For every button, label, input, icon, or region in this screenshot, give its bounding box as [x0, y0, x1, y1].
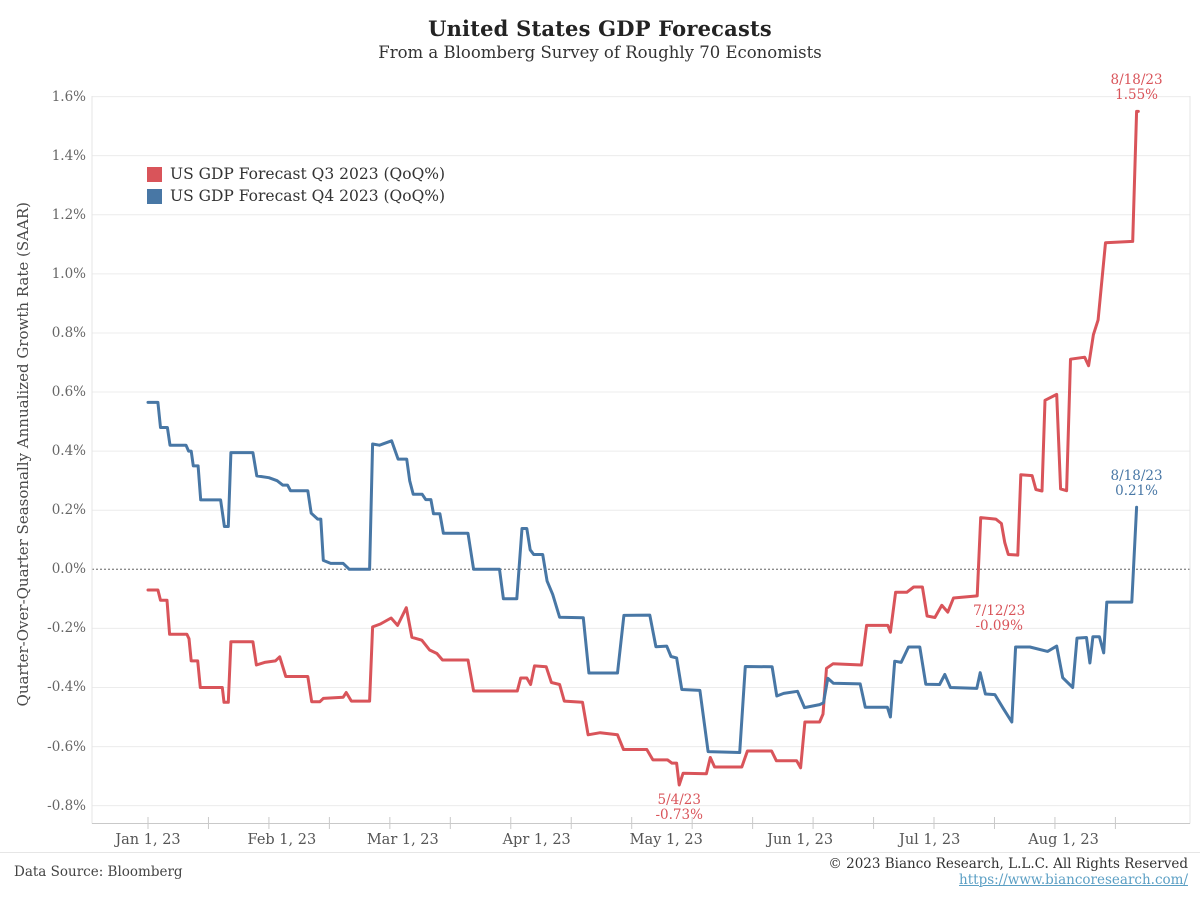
bianco-research-link[interactable]: https://www.biancoresearch.com/ — [959, 872, 1188, 888]
legend-item-q3: US GDP Forecast Q3 2023 (QoQ%) — [147, 163, 445, 185]
x-tick-label: Jan 1, 23 — [115, 832, 181, 848]
annotation-q3-low: 5/4/23 -0.73% — [655, 791, 703, 823]
x-tick-label: Mar 1, 23 — [366, 832, 439, 848]
y-tick-label: -0.8% — [47, 797, 86, 814]
y-tick-label: 0.2% — [51, 502, 86, 519]
series-q3-2023-line — [146, 109, 1140, 787]
y-tick-label: 0.0% — [51, 561, 86, 578]
y-tick-label: -0.4% — [47, 679, 86, 696]
legend-swatch-q4-icon — [147, 188, 162, 204]
legend: US GDP Forecast Q3 2023 (QoQ%) US GDP Fo… — [147, 163, 445, 207]
legend-swatch-q3-icon — [147, 166, 162, 182]
chart-title: United States GDP Forecasts — [428, 16, 772, 41]
y-tick-label: 1.2% — [51, 206, 86, 223]
legend-label-q4: US GDP Forecast Q4 2023 (QoQ%) — [170, 187, 446, 205]
y-tick-label: 0.4% — [51, 443, 86, 460]
annotation-q3-jul12: 7/12/23 -0.09% — [973, 602, 1026, 634]
copyright-text: © 2023 Bianco Research, L.L.C. All Right… — [828, 856, 1188, 872]
data-source-note: Data Source: Bloomberg — [14, 864, 183, 880]
footer-copyright-block: © 2023 Bianco Research, L.L.C. All Right… — [828, 856, 1188, 888]
x-tick-label: May 1, 23 — [629, 832, 703, 848]
legend-item-q4: US GDP Forecast Q4 2023 (QoQ%) — [147, 185, 445, 207]
y-tick-label: 1.6% — [51, 88, 86, 105]
y-tick-label: 0.8% — [51, 324, 86, 341]
x-tick-label: Jun 1, 23 — [767, 832, 834, 848]
x-tick-label: Jul 1, 23 — [899, 832, 961, 848]
y-tick-label: 0.6% — [51, 384, 86, 401]
series-q4-2023-line — [146, 400, 1139, 754]
y-tick-label: 1.0% — [51, 265, 86, 282]
y-tick-label: -0.2% — [47, 620, 86, 637]
x-tick-label: Apr 1, 23 — [502, 832, 571, 848]
x-tick-label: Aug 1, 23 — [1028, 832, 1099, 848]
footer-divider — [0, 852, 1200, 853]
y-tick-label: -0.6% — [47, 738, 86, 755]
chart-subtitle: From a Bloomberg Survey of Roughly 70 Ec… — [378, 43, 822, 62]
legend-label-q3: US GDP Forecast Q3 2023 (QoQ%) — [170, 165, 446, 183]
y-tick-label: 1.4% — [51, 147, 86, 164]
annotation-q3-latest: 8/18/23 1.55% — [1110, 72, 1163, 104]
annotation-q4-latest: 8/18/23 0.21% — [1110, 468, 1163, 500]
x-tick-label: Feb 1, 23 — [247, 832, 317, 848]
